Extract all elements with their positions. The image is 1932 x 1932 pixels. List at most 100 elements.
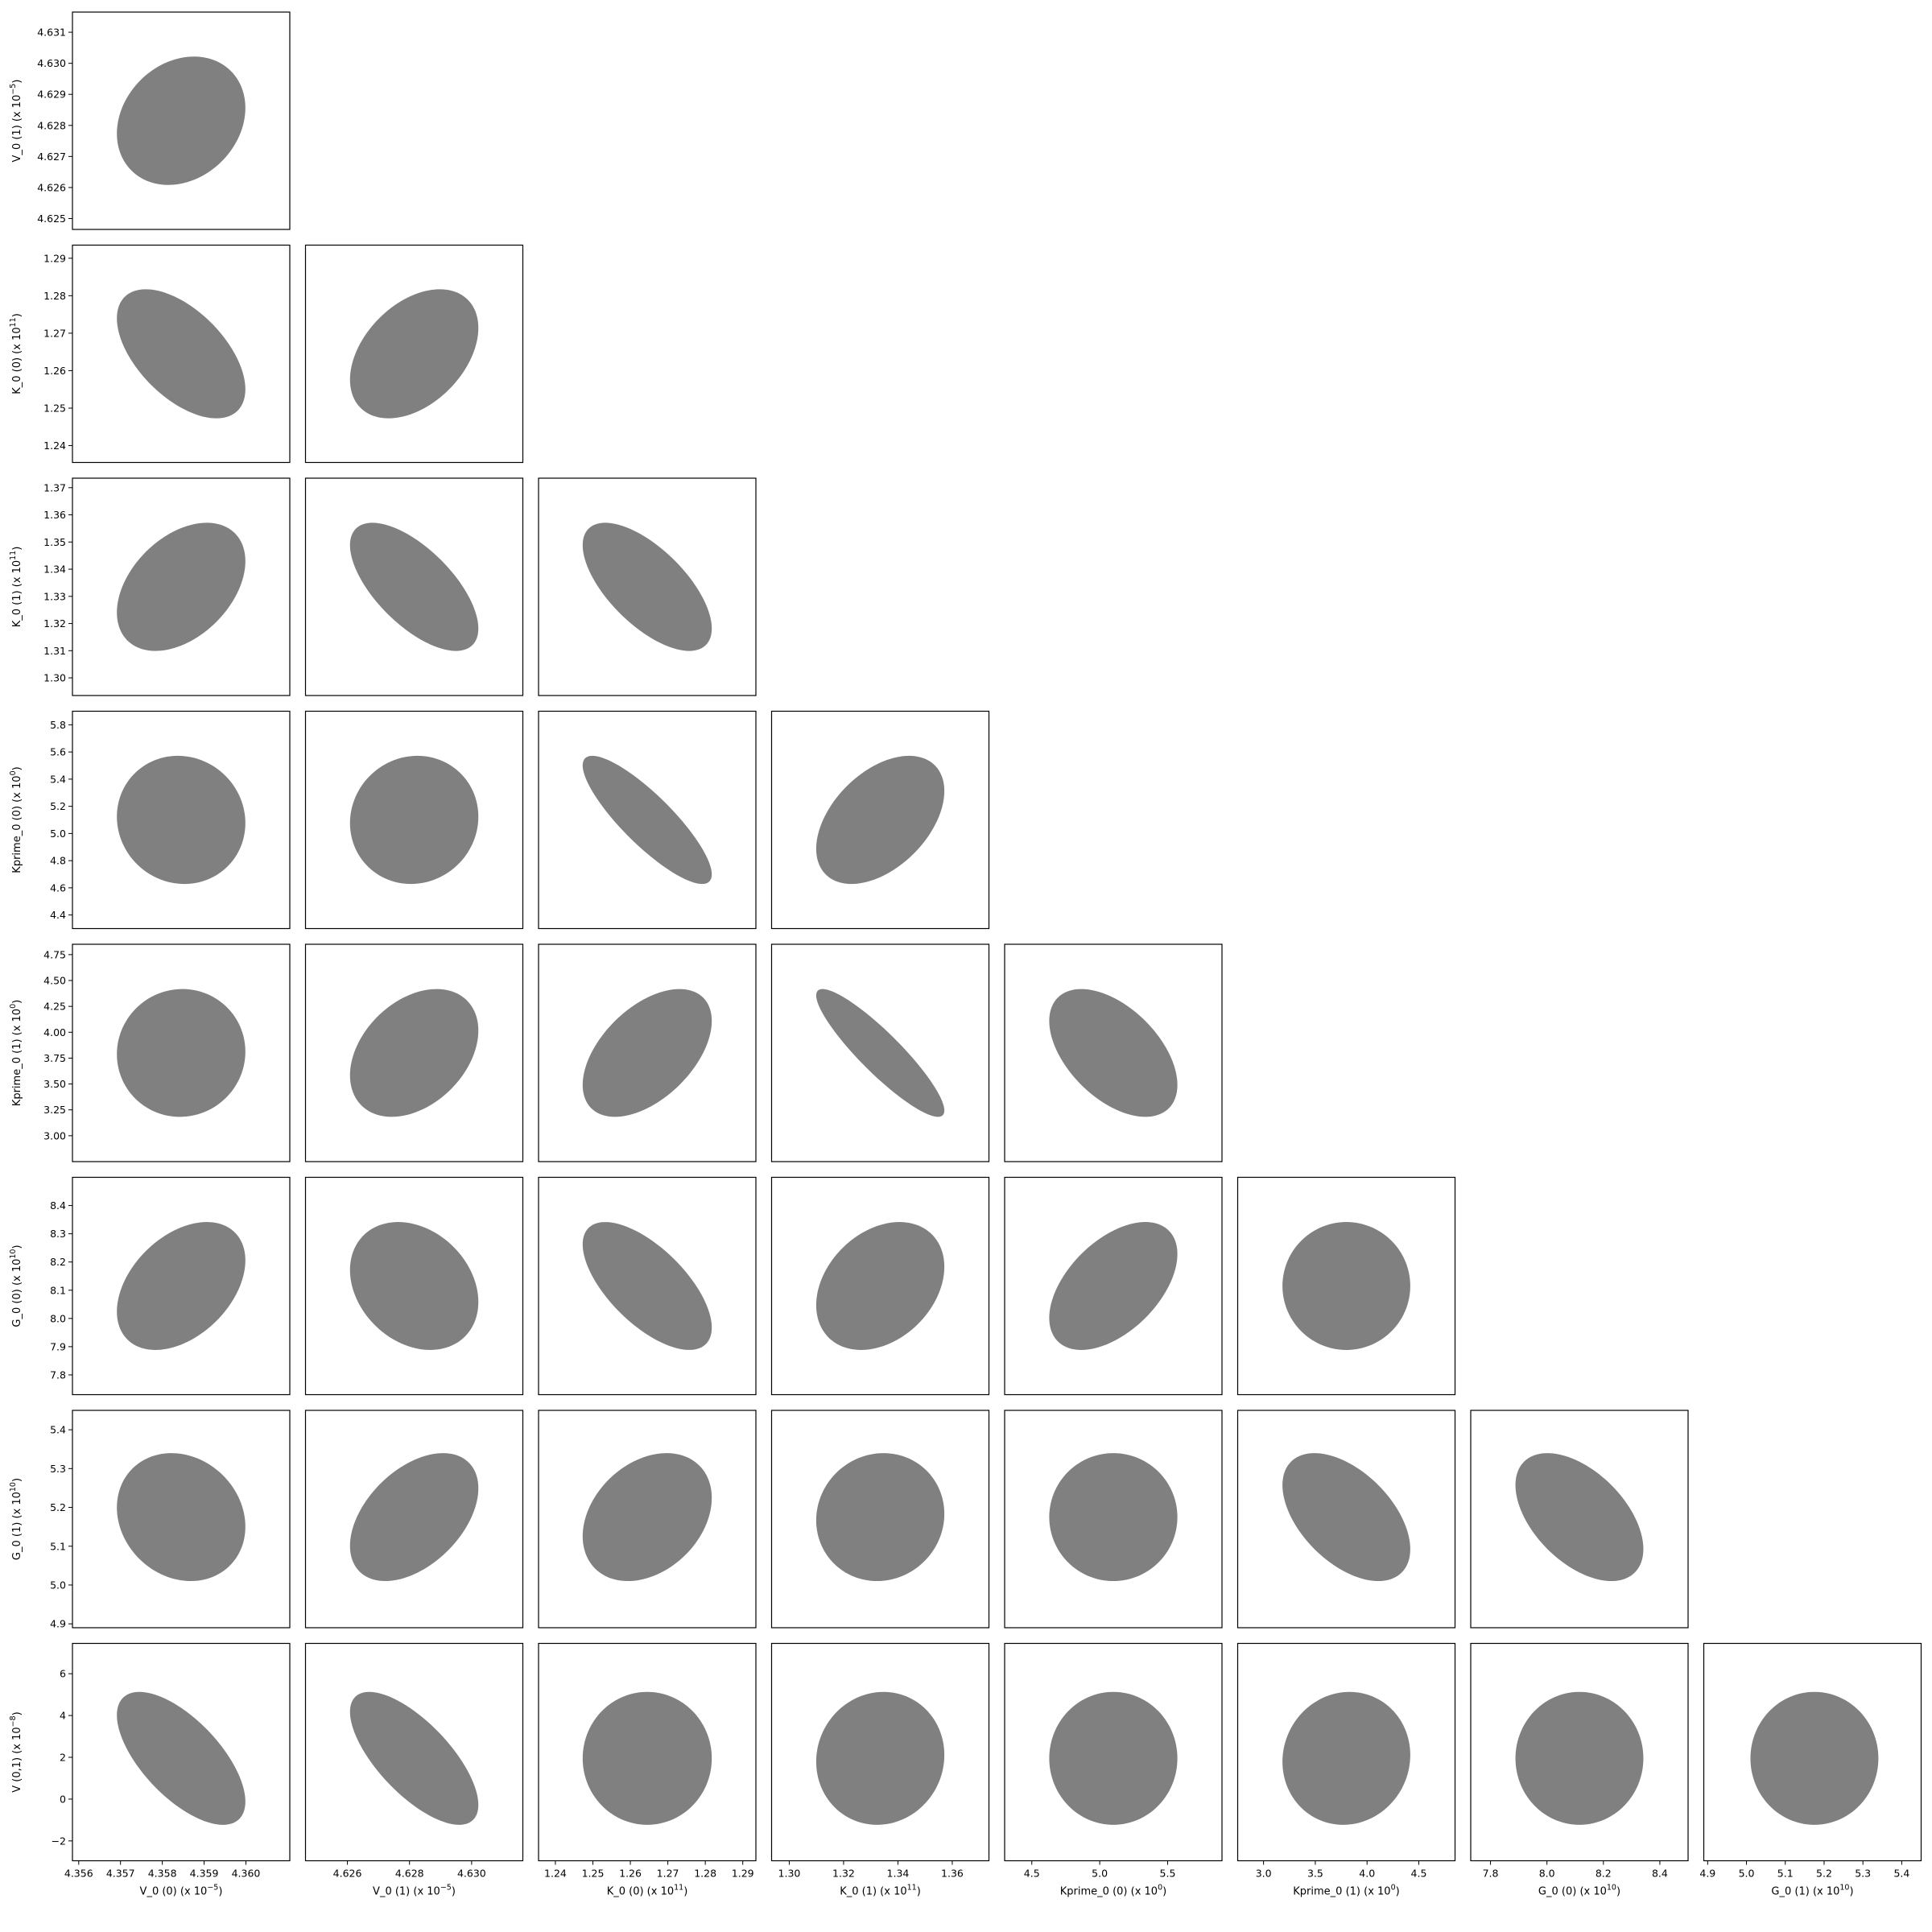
y-tick-label: 1.30 <box>43 672 66 684</box>
x-tick-label: 1.26 <box>619 1868 642 1880</box>
y-tick-label: 4 <box>60 1710 66 1722</box>
y-axis-label: K_0 (0) (x 1011) <box>9 313 23 394</box>
panel-k-0-0-vs-k-0-1 <box>538 477 757 696</box>
panel-v-0-0-vs-g-0-0: 7.8 7.9 8.0 8.1 8.2 8.3 8.4 G_0 (0) (x 1010) <box>9 1176 291 1396</box>
y-tick-label: 4.75 <box>43 948 66 960</box>
confidence-ellipse <box>1282 1222 1410 1350</box>
x-axis-label: Kprime_0 (1) (x 100) <box>1293 1884 1399 1898</box>
y-tick-label: 1.25 <box>43 402 66 415</box>
y-tick-label: 1.36 <box>43 509 66 521</box>
panel-k-0-1-vs-g-0-0 <box>770 1176 990 1396</box>
x-tick-label: 1.25 <box>582 1868 605 1880</box>
y-tick-label: 1.26 <box>43 365 66 377</box>
confidence-ellipse <box>815 1222 945 1350</box>
panel-g-0-1-vs-v-0-1 <box>1703 1642 1922 1862</box>
panel-kprime-0-0-vs-kprime-0-1 <box>1004 943 1223 1162</box>
confidence-ellipse <box>815 989 945 1117</box>
y-tick-label: 5.8 <box>50 719 66 731</box>
y-tick-label: 3.50 <box>43 1078 66 1090</box>
panel-v-0-0-vs-v-0-1: 4.625 4.626 4.627 4.628 4.629 4.630 4.631 V_0 (… <box>9 11 291 230</box>
panel-k-0-0-vs-v-0-1 <box>538 1642 757 1862</box>
panel-kprime-0-1-vs-g-0-1 <box>1236 1410 1456 1629</box>
y-tick-label: 1.37 <box>43 481 66 493</box>
panel-v-0-0-vs-kprime-0-1: 3.00 3.25 3.50 3.75 4.00 4.25 4.50 4.75 Kprime_0… <box>9 943 291 1162</box>
x-axis-label: G_0 (1) (x 1010) <box>1771 1884 1853 1898</box>
x-tick-label: 5.0 <box>1092 1868 1108 1880</box>
panel-kprime-0-0-vs-g-0-0 <box>1004 1176 1223 1396</box>
x-tick-label: 1.27 <box>657 1868 679 1880</box>
confidence-ellipse <box>1750 1691 1879 1825</box>
y-axis-label: V (0,1) (x 10−8) <box>9 1711 23 1793</box>
panel-v-0-1-vs-g-0-0 <box>304 1176 524 1396</box>
y-tick-label: 5.4 <box>50 1424 66 1436</box>
y-tick-label: 5.0 <box>50 1579 66 1591</box>
panel-k-0-1-vs-kprime-0-1 <box>770 943 990 1162</box>
panel-k-0-0-vs-kprime-0-1 <box>538 943 757 1162</box>
y-axis-label: G_0 (1) (x 1010) <box>9 1478 23 1560</box>
confidence-ellipse <box>582 1691 712 1825</box>
y-tick-label: 4.8 <box>50 855 66 867</box>
x-tick-label: 4.357 <box>106 1868 135 1880</box>
y-tick-label: 4.25 <box>43 1001 66 1013</box>
panel-v-0-0-vs-kprime-0-0: 4.4 4.6 4.8 5.0 5.2 5.4 5.6 5.8 Kprime_0 (0) (x … <box>9 710 291 930</box>
confidence-ellipse <box>349 1222 479 1350</box>
x-axis-k-0-0: 1.24 1.25 1.26 1.27 1.28 1.29 K_0 (0) (x 1011) <box>544 1860 754 1898</box>
confidence-ellipse <box>117 755 246 885</box>
confidence-ellipse <box>1515 1691 1644 1825</box>
confidence-ellipse <box>815 755 945 885</box>
y-tick-label: 5.1 <box>50 1540 66 1552</box>
x-tick-label: 4.5 <box>1024 1868 1040 1880</box>
panel-kprime-0-1-vs-v-0-1 <box>1236 1642 1456 1862</box>
y-tick-label: 8.3 <box>50 1228 66 1240</box>
x-axis-label: G_0 (0) (x 1010) <box>1538 1884 1620 1898</box>
panel-v-0-1-vs-g-0-1 <box>304 1410 524 1629</box>
confidence-ellipse <box>349 522 479 651</box>
x-tick-label: 1.24 <box>544 1868 567 1880</box>
y-tick-label: 4.628 <box>37 119 66 131</box>
x-axis-kprime-0-1: 3.0 3.5 4.0 4.5 Kprime_0 (1) (x 100) <box>1256 1860 1426 1898</box>
confidence-ellipse <box>117 522 246 651</box>
y-tick-label: 4.00 <box>43 1026 66 1038</box>
confidence-ellipse <box>117 1222 246 1350</box>
panel-v-0-0-vs-k-0-0: 1.24 1.25 1.26 1.27 1.28 1.29 K_0 (0) (x 1011) <box>9 244 291 464</box>
confidence-ellipse <box>349 755 479 885</box>
x-tick-label: 4.360 <box>232 1868 261 1880</box>
confidence-ellipse <box>1049 1222 1178 1350</box>
y-tick-label: 5.4 <box>50 773 66 785</box>
y-tick-label: 1.29 <box>43 252 66 264</box>
panel-kprime-0-0-vs-v-0-1 <box>1004 1642 1223 1862</box>
y-tick-label: 4.630 <box>37 57 66 69</box>
y-tick-label: 7.8 <box>50 1368 66 1381</box>
y-tick-label: 3.75 <box>43 1052 66 1064</box>
y-tick-label: 4.631 <box>37 27 66 39</box>
confidence-ellipse <box>349 1691 479 1825</box>
confidence-ellipse <box>582 755 712 885</box>
y-tick-label: 1.32 <box>43 617 66 630</box>
panel-k-0-1-vs-g-0-1 <box>770 1410 990 1629</box>
x-tick-label: 1.30 <box>778 1868 801 1880</box>
x-tick-label: 4.630 <box>457 1868 486 1880</box>
x-axis-g-0-1: 4.9 5.0 5.1 5.2 5.3 5.4 G_0 (1) (x 1010) <box>1699 1860 1909 1898</box>
x-tick-label: 1.29 <box>732 1868 754 1880</box>
y-tick-label: 8.0 <box>50 1312 66 1324</box>
x-tick-label: 1.28 <box>694 1868 716 1880</box>
confidence-ellipse <box>349 989 479 1117</box>
y-tick-label: 5.0 <box>50 828 66 840</box>
x-tick-label: 5.5 <box>1160 1868 1176 1880</box>
panel-k-0-1-vs-kprime-0-0 <box>770 710 990 930</box>
y-tick-label: 1.31 <box>43 645 66 657</box>
y-tick-label: 5.2 <box>50 800 66 812</box>
y-tick-label: 3.00 <box>43 1129 66 1141</box>
y-tick-label: 1.35 <box>43 536 66 548</box>
y-tick-label: 8.1 <box>50 1284 66 1296</box>
x-tick-label: 4.626 <box>333 1868 362 1880</box>
y-tick-label: 1.34 <box>43 564 66 576</box>
x-axis-label: V_0 (1) (x 10−5) <box>373 1884 456 1898</box>
confidence-ellipse <box>582 989 712 1117</box>
y-tick-label: 1.28 <box>43 290 66 302</box>
confidence-ellipse <box>815 1691 945 1825</box>
y-tick-label: 2 <box>60 1751 66 1763</box>
panel-v-0-1-vs-kprime-0-1 <box>304 943 524 1162</box>
y-tick-label: 0 <box>60 1793 66 1805</box>
